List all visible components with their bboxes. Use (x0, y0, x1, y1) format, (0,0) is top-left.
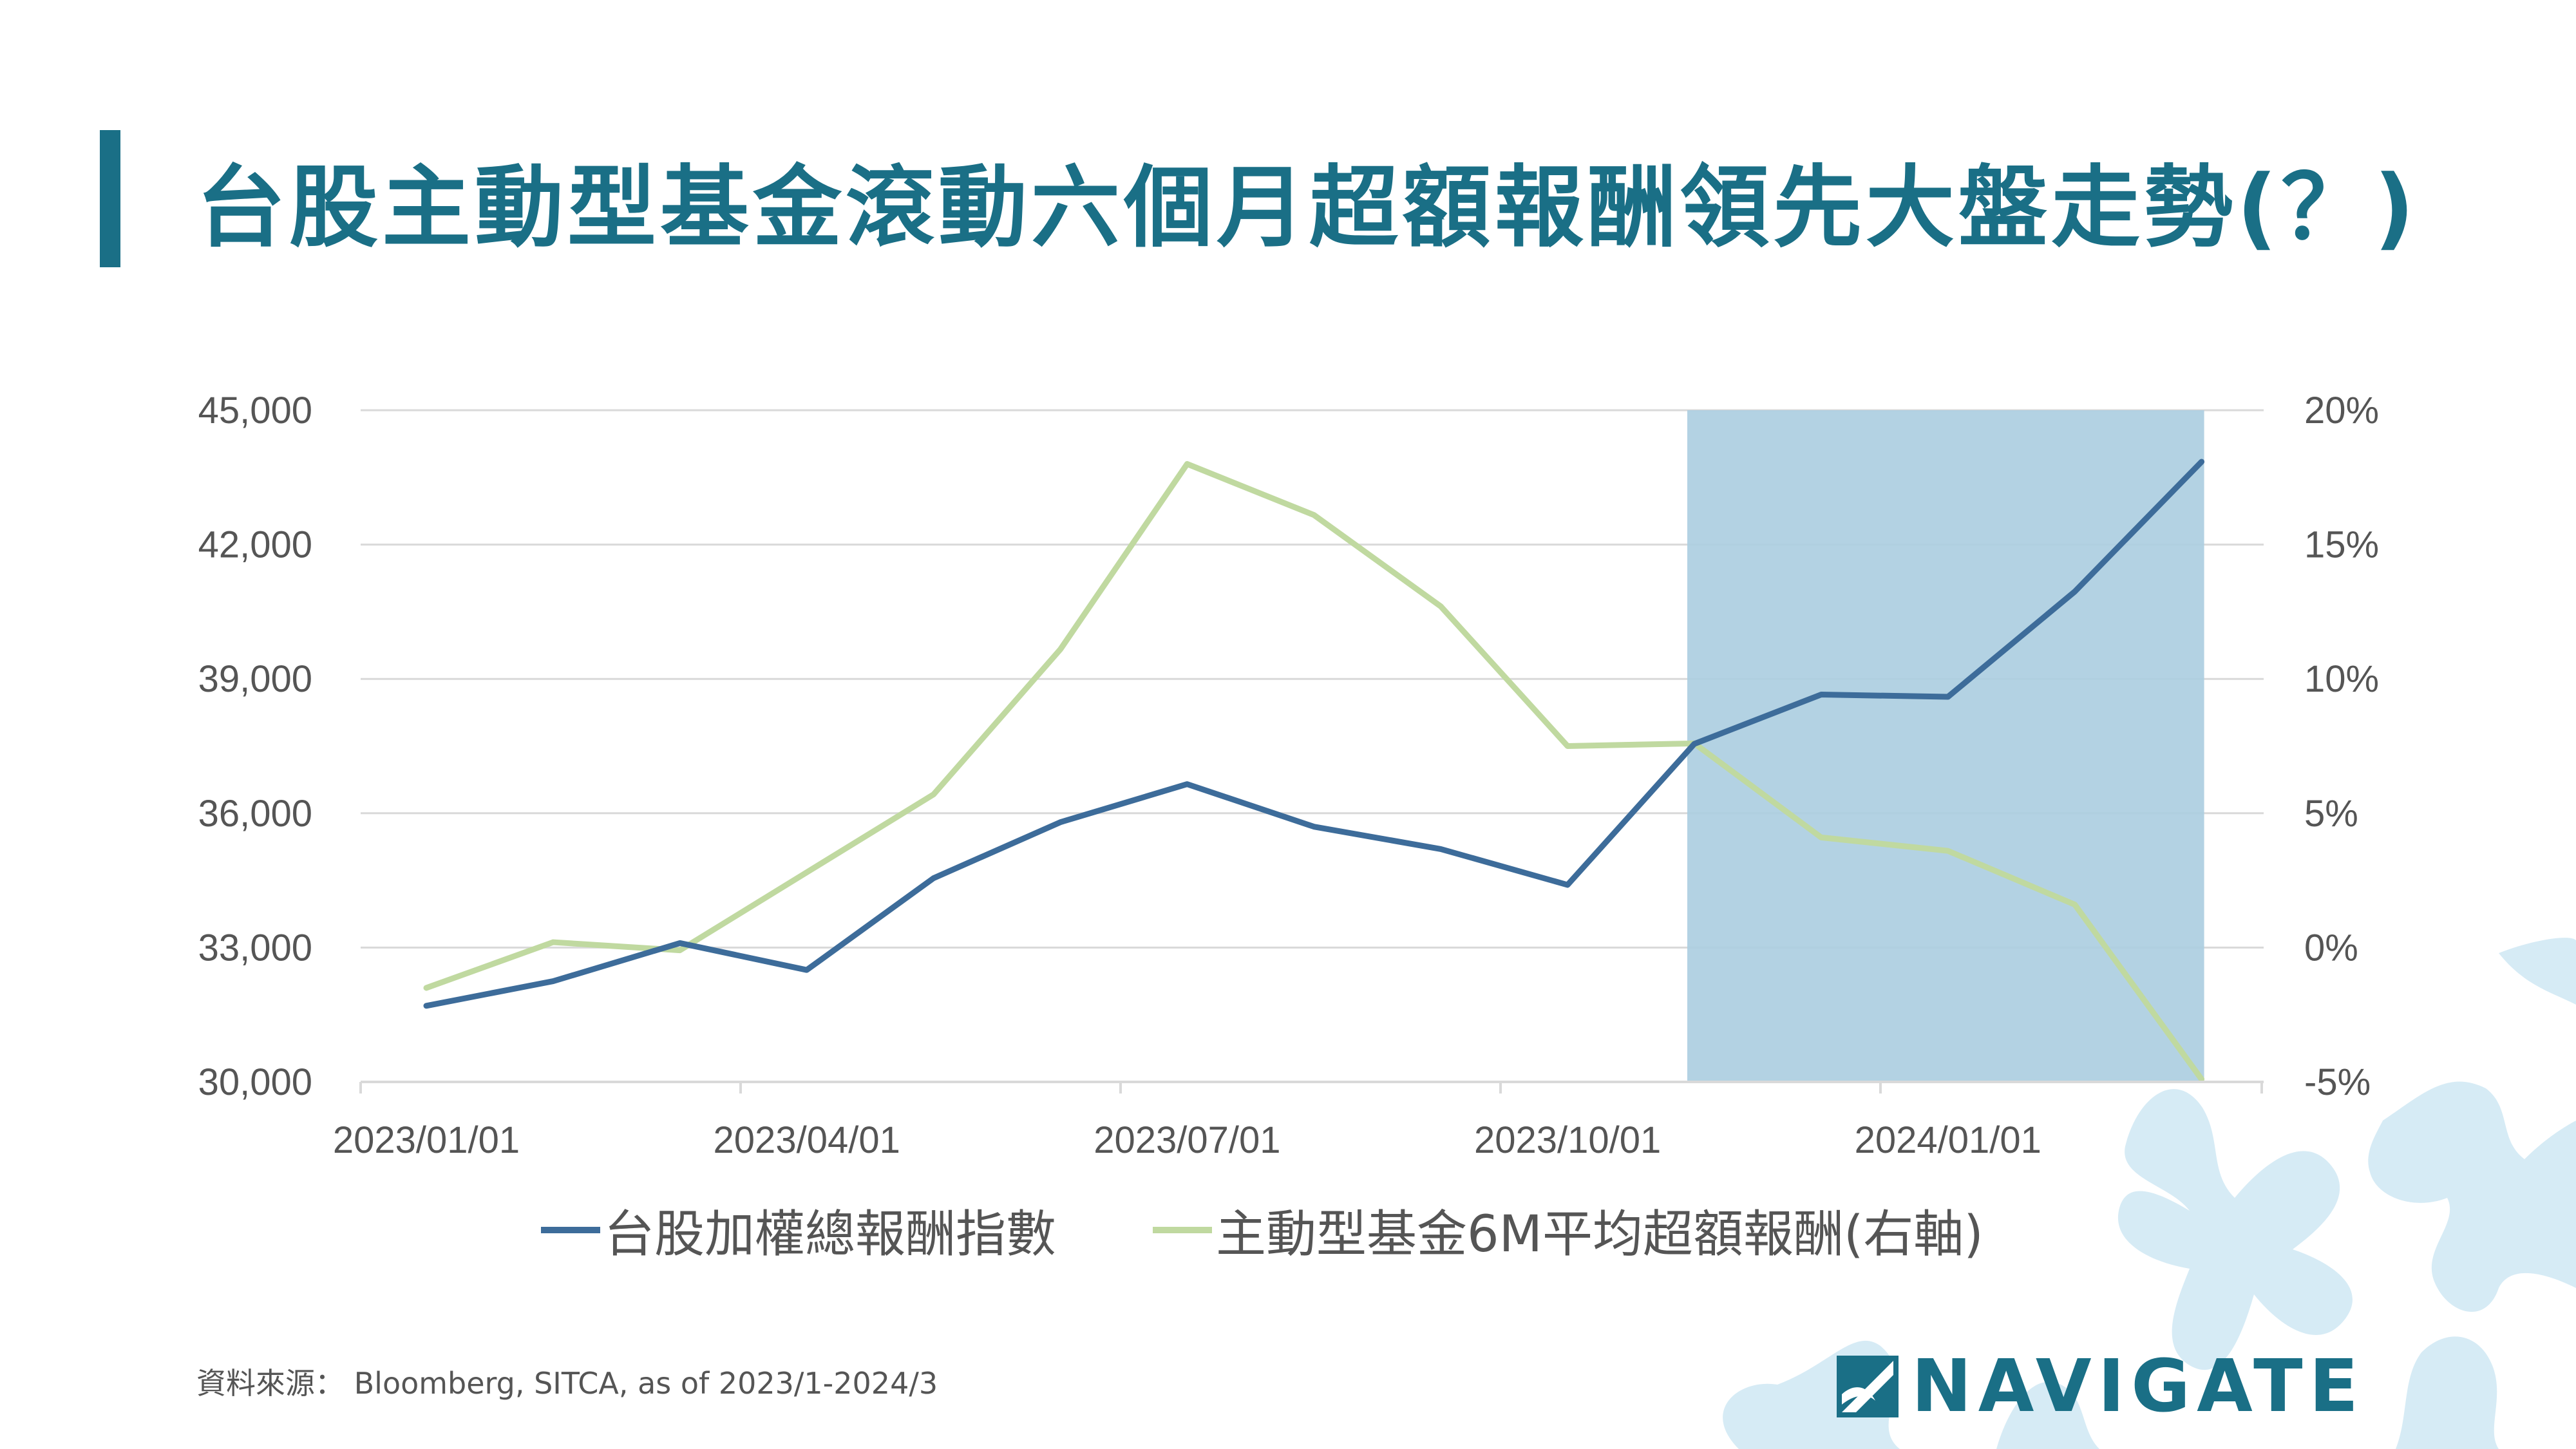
page-title: 台股主動型基金滾動六個月超額報酬領先大盤走勢(？) (196, 156, 2419, 260)
data-point-index (805, 969, 808, 972)
data-point-fund (1946, 849, 1949, 853)
legend-label-fund: 主動型基金6M平均超額報酬(右軸) (1216, 1206, 1984, 1264)
legend-item-index: 台股加權總報酬指數 (541, 1194, 1056, 1266)
data-point-fund (1186, 462, 1189, 466)
data-point-index (678, 942, 681, 945)
data-point-fund (805, 871, 808, 874)
y-right-tick-label: -5% (2304, 1061, 2371, 1103)
data-point-index (551, 980, 554, 983)
data-point-index (425, 1004, 428, 1007)
y-right-tick-label: 20% (2304, 390, 2379, 431)
data-point-index (1059, 820, 1062, 824)
y-left-tick-label: 42,000 (198, 524, 312, 566)
data-point-fund (1819, 836, 1823, 839)
data-point-index (1186, 782, 1189, 786)
data-point-index (1819, 693, 1823, 696)
data-point-fund (1439, 605, 1443, 608)
x-tick-label: 2024/01/01 (1855, 1119, 2041, 1161)
data-point-index (1693, 743, 1696, 746)
data-point-fund (932, 793, 935, 796)
data-point-fund (1566, 744, 1569, 748)
chart-axes: 30,000 -5% 33,000 0% 36,000 5% 39,000 10% 42,000… (198, 390, 2380, 1161)
data-point-fund (1059, 648, 1062, 651)
highlight-region (1687, 410, 2204, 1082)
navigate-logo-text: NAVIGATE (1911, 1345, 2365, 1428)
chart-series (423, 459, 2205, 1083)
chart-highlight-region (1687, 410, 2204, 1082)
legend-item-fund: 主動型基金6M平均超額報酬(右軸) (1153, 1194, 1984, 1266)
navigate-logo-icon (1837, 1356, 1899, 1417)
y-right-tick-label: 0% (2304, 927, 2358, 969)
x-tick-label: 2023/04/01 (714, 1119, 900, 1161)
y-left-tick-label: 33,000 (198, 927, 312, 969)
data-point-fund (678, 949, 681, 952)
source-note: 資料來源： Bloomberg, SITCA, as of 2023/1-202… (196, 1366, 938, 1401)
data-point-fund (2200, 1077, 2203, 1081)
data-point-fund (1312, 513, 1316, 516)
y-left-tick-label: 30,000 (198, 1061, 312, 1103)
data-point-index (1946, 696, 1949, 699)
data-point-index (1312, 825, 1316, 828)
y-left-tick-label: 36,000 (198, 793, 312, 835)
data-point-index (2200, 460, 2203, 463)
x-tick-label: 2023/01/01 (333, 1119, 520, 1161)
y-left-tick-label: 45,000 (198, 390, 312, 431)
title-accent-bar (100, 130, 120, 267)
data-point-index (1439, 848, 1443, 851)
y-right-tick-label: 15% (2304, 524, 2379, 566)
legend-swatch-index (541, 1227, 600, 1233)
data-point-index (2073, 590, 2076, 593)
y-right-tick-label: 5% (2304, 793, 2358, 835)
data-point-fund (2073, 903, 2076, 906)
data-point-fund (551, 941, 554, 944)
navigate-logo: NAVIGATE (1837, 1345, 2365, 1428)
data-point-index (1566, 884, 1569, 887)
chart-legend: 台股加權總報酬指數 主動型基金6M平均超額報酬(右軸) (541, 1195, 2080, 1265)
data-point-fund (425, 986, 428, 989)
legend-label-index: 台股加權總報酬指數 (604, 1206, 1057, 1264)
data-point-index (932, 876, 935, 880)
legend-swatch-fund (1153, 1227, 1213, 1233)
y-left-tick-label: 39,000 (198, 658, 312, 700)
x-tick-label: 2023/10/01 (1474, 1119, 1661, 1161)
x-tick-label: 2023/07/01 (1094, 1119, 1280, 1161)
y-right-tick-label: 10% (2304, 658, 2379, 700)
